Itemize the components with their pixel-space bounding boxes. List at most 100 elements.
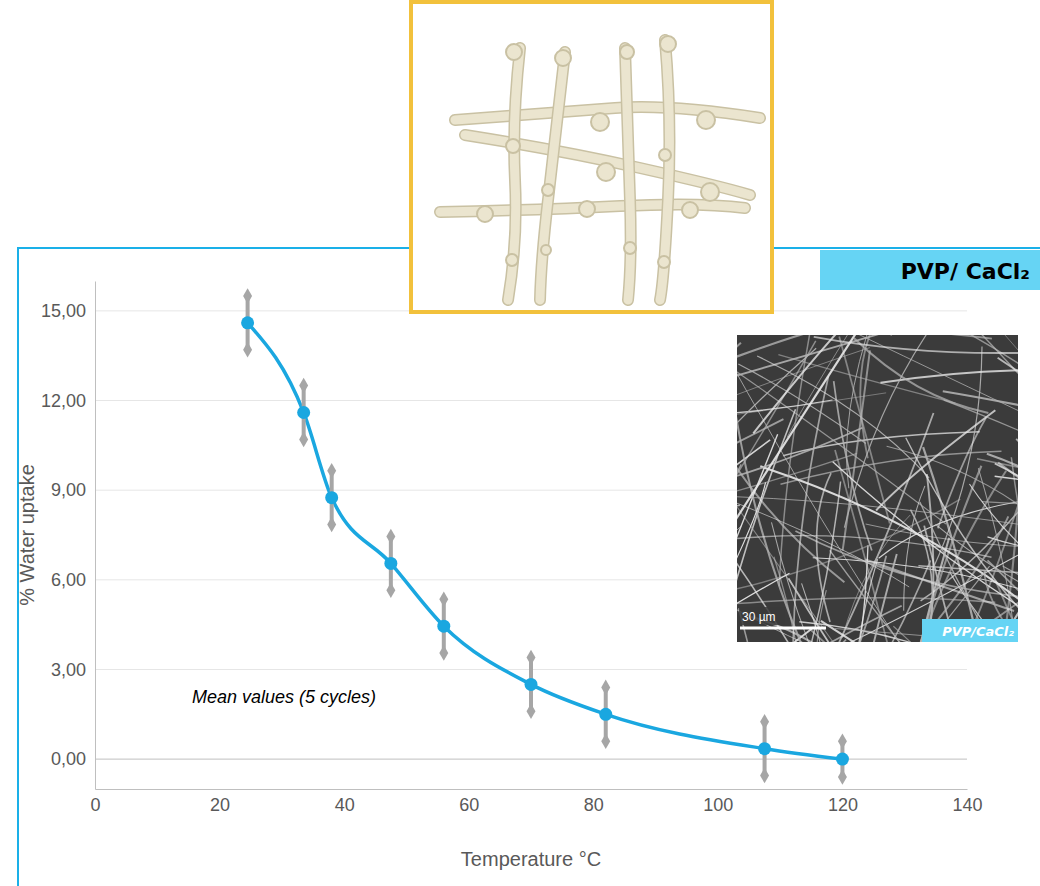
y-tick-label: 6,00: [51, 570, 86, 590]
x-tick: 120: [828, 789, 858, 815]
sem-fiber: [802, 583, 848, 642]
illustration-bead: [658, 256, 670, 268]
x-axis-line: [96, 789, 968, 790]
x-tick-label: 60: [459, 795, 479, 815]
error-bar-cap: [760, 768, 769, 784]
sem-fibers: [737, 335, 1018, 642]
y-tick-label: 0,00: [51, 749, 86, 769]
error-bar-cap: [601, 680, 610, 696]
illustration-fiber: [625, 48, 631, 300]
x-tick-label: 140: [952, 795, 982, 815]
illustration-frame: [411, 2, 772, 312]
sem-fiber: [737, 335, 764, 377]
annotation: Mean values (5 cycles): [192, 687, 376, 707]
title-box: [820, 250, 1040, 290]
sem-fiber: [920, 502, 1018, 642]
x-tick-label: 0: [90, 795, 100, 815]
error-bar-cap: [527, 650, 536, 666]
sem-fiber: [737, 499, 909, 587]
x-tick: 60: [459, 789, 479, 815]
sem-fiber: [737, 536, 991, 558]
sem-fiber: [1004, 335, 1018, 350]
data-point: [297, 406, 310, 419]
sem-fiber: [854, 338, 989, 413]
y-tick: 6,00: [51, 570, 95, 590]
sem-fiber: [799, 622, 1018, 642]
panel-frame: [18, 248, 1040, 886]
error-bar-cap: [327, 463, 336, 479]
illustration-bead: [477, 206, 493, 222]
sem-fiber: [844, 335, 933, 528]
x-tick: 80: [584, 789, 604, 815]
y-tick: 0,00: [51, 749, 95, 769]
sem-fiber: [753, 335, 872, 433]
data-point: [241, 316, 254, 329]
error-bar-cap: [386, 529, 395, 545]
error-bar-cap: [386, 582, 395, 598]
data-point: [437, 620, 450, 633]
x-tick-label: 20: [210, 795, 230, 815]
sem-fiber: [1016, 439, 1018, 536]
y-tick: 9,00: [51, 480, 95, 500]
sem-fiber: [737, 563, 876, 642]
data-point: [758, 742, 771, 755]
y-tick-label: 15,00: [41, 301, 86, 321]
error-bar-cap: [299, 378, 308, 394]
illustration-bead: [506, 254, 518, 266]
error-bar-cap: [243, 288, 252, 304]
illustration-fiber-core: [540, 52, 565, 300]
sem-fiber: [943, 391, 1018, 459]
sem-fiber: [814, 337, 1018, 353]
data-point: [325, 491, 338, 504]
y-axis: 0,00 3,00 6,00 9,00 12,00 15,00: [41, 282, 96, 790]
sem-fiber: [903, 335, 1018, 427]
inset-label-box: [922, 619, 1018, 642]
x-tick: 20: [210, 789, 230, 815]
sem-fiber: [737, 482, 766, 625]
illustration-bead: [542, 184, 554, 196]
x-tick-label: 120: [828, 795, 858, 815]
sem-fiber: [987, 537, 1018, 553]
sem-fiber: [933, 346, 982, 569]
error-bar-cap: [601, 733, 610, 749]
sem-fiber: [866, 524, 1018, 548]
y-tick: 12,00: [41, 391, 95, 411]
illustration-bead: [682, 202, 698, 218]
scale-bar: [740, 627, 826, 630]
sem-fiber: [737, 348, 816, 549]
y-tick-label: 3,00: [51, 660, 86, 680]
sem-fiber: [817, 590, 837, 642]
sem-fiber: [737, 497, 1018, 535]
sem-fiber: [779, 335, 813, 586]
sem-fiber: [764, 335, 891, 336]
data-point: [525, 678, 538, 691]
error-bar-cap: [760, 714, 769, 730]
sem-inset: 30 µmPVP/CaCl₂: [370, 296, 1040, 886]
error-bar-cap: [527, 704, 536, 720]
sem-fiber: [737, 428, 862, 520]
y-axis-line: [95, 282, 96, 790]
error-bar-cap: [299, 432, 308, 448]
data-point: [599, 708, 612, 721]
illustration-fiber: [540, 52, 565, 300]
sem-fiber: [950, 335, 1018, 424]
illustration-bead: [591, 113, 609, 131]
illustration-bead: [579, 201, 595, 217]
x-tick: 40: [335, 789, 355, 815]
x-axis-title: Temperature °C: [461, 848, 601, 870]
data-point: [836, 753, 849, 766]
sem-fiber: [821, 621, 1018, 642]
sem-fiber: [998, 463, 1018, 554]
chart-title: PVP/ CaCl₂: [901, 259, 1030, 284]
x-tick: 0: [90, 789, 100, 815]
x-axis: 0 20 40 60 80 100 120 140: [90, 789, 982, 815]
x-tick: 100: [703, 789, 733, 815]
fiber-illustration: [411, 2, 772, 312]
scale-label-bg: [739, 607, 785, 625]
sem-fiber: [849, 554, 897, 642]
sem-fiber: [995, 476, 1018, 500]
sem-fiber: [839, 336, 890, 523]
x-tick-label: 40: [335, 795, 355, 815]
y-tick-label: 12,00: [41, 391, 86, 411]
illustration-bead: [697, 111, 715, 129]
